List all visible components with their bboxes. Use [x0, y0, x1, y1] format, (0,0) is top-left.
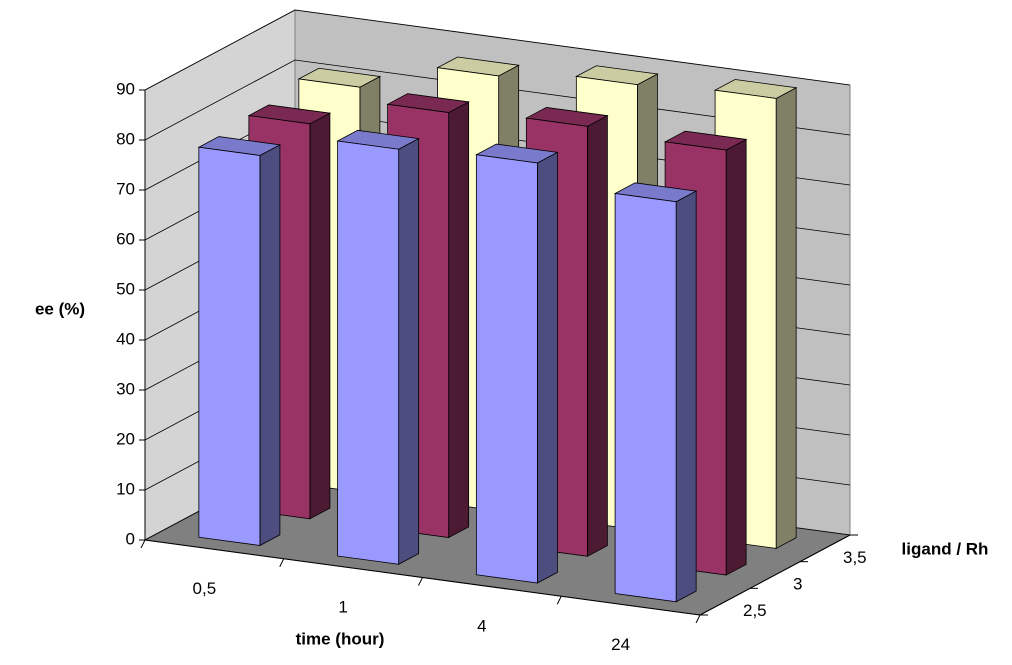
grid-line — [144, 9, 851, 91]
y-axis-title: ee (%) — [35, 299, 85, 318]
bar-side — [448, 101, 470, 539]
y-tick-label: 10 — [116, 479, 135, 498]
x-tick — [556, 596, 562, 605]
y-tick-label: 50 — [116, 279, 135, 298]
bar — [614, 193, 677, 603]
y-tick-label: 60 — [116, 229, 135, 248]
bar — [198, 146, 261, 546]
y-tick-label: 90 — [116, 79, 135, 98]
y-tick-label: 20 — [116, 429, 135, 448]
x-axis-title: time (hour) — [296, 629, 385, 648]
bar-side — [587, 114, 608, 557]
x-tick-label: 4 — [477, 616, 486, 635]
bar — [337, 140, 400, 565]
y-tick-label: 70 — [116, 179, 135, 198]
y-tick-label: 30 — [116, 379, 135, 398]
bar-side — [259, 144, 281, 547]
bar-side — [398, 137, 420, 565]
z-tick-label: 3,5 — [843, 548, 867, 567]
x-tick — [695, 614, 701, 624]
x-tick — [279, 558, 285, 567]
bar — [475, 154, 538, 584]
bar-side — [309, 112, 331, 520]
x-tick-label: 24 — [611, 635, 630, 654]
bar-side — [537, 151, 558, 584]
z-tick-label: 3 — [793, 574, 802, 593]
y-tick-label: 80 — [116, 129, 135, 148]
z-axis-title: ligand / Rh — [902, 539, 989, 558]
bar-side — [725, 138, 747, 576]
x-tick — [418, 577, 423, 586]
x-tick-label: 0,5 — [193, 579, 217, 598]
x-tick — [140, 539, 146, 549]
bar-side — [775, 87, 797, 550]
y-tick-label: 40 — [116, 329, 135, 348]
y-tick-label: 0 — [126, 529, 135, 548]
bar-side — [675, 190, 697, 603]
z-tick-label: 2,5 — [743, 601, 767, 620]
grid-line — [144, 59, 851, 141]
x-tick-label: 1 — [338, 598, 347, 617]
z-axis — [699, 534, 851, 616]
